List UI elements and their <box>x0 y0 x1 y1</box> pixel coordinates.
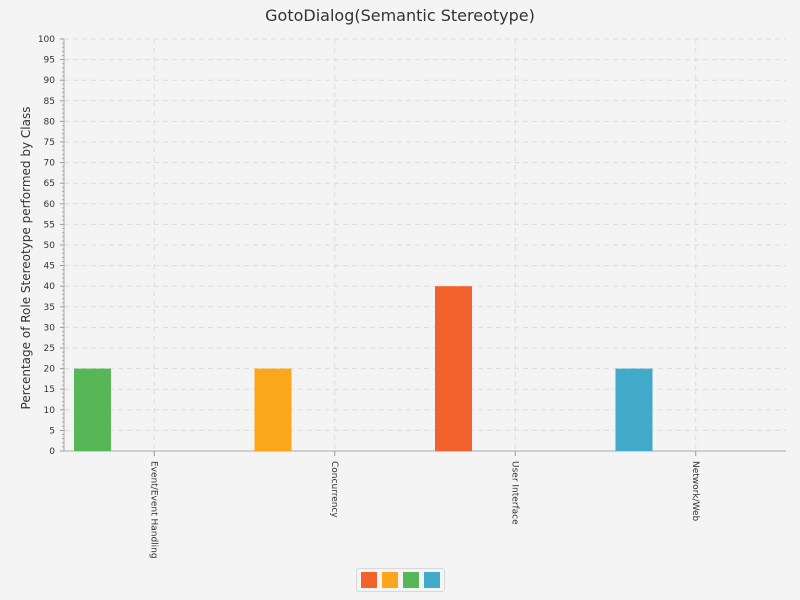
legend <box>356 568 445 592</box>
y-tick-label: 5 <box>49 426 55 436</box>
legend-swatch <box>382 572 398 588</box>
x-tick-label: Concurrency <box>329 461 339 518</box>
legend-swatch <box>403 572 419 588</box>
y-tick-label: 20 <box>44 365 56 375</box>
y-tick-label: 0 <box>49 447 55 457</box>
chart-title: GotoDialog(Semantic Stereotype) <box>265 6 535 25</box>
y-tick-label: 10 <box>44 406 56 416</box>
y-tick-label: 55 <box>44 220 55 230</box>
y-tick-label: 40 <box>44 282 56 292</box>
y-tick-label: 85 <box>44 97 55 107</box>
y-tick-label: 90 <box>44 76 56 86</box>
legend-swatch <box>424 572 440 588</box>
x-tick-label: User Interface <box>509 461 519 525</box>
y-tick-label: 60 <box>44 200 56 210</box>
y-tick-label: 100 <box>38 35 55 45</box>
y-tick-label: 50 <box>44 241 56 251</box>
x-tick-label: Network/Web <box>690 461 700 522</box>
y-tick-label: 70 <box>44 159 56 169</box>
x-tick-label: Event/Event Handling <box>148 461 158 559</box>
y-tick-label: 35 <box>44 303 55 313</box>
y-tick-label: 15 <box>44 385 55 395</box>
y-tick-label: 45 <box>44 262 55 272</box>
bar <box>74 368 111 451</box>
bar <box>435 286 472 451</box>
y-tick-label: 95 <box>44 56 55 66</box>
y-tick-label: 65 <box>44 179 55 189</box>
legend-swatch <box>361 572 377 588</box>
y-tick-label: 75 <box>44 138 55 148</box>
y-tick-label: 25 <box>44 344 55 354</box>
y-tick-label: 30 <box>44 323 56 333</box>
bar <box>615 368 653 451</box>
bar <box>254 368 292 451</box>
y-tick-label: 80 <box>44 117 56 127</box>
